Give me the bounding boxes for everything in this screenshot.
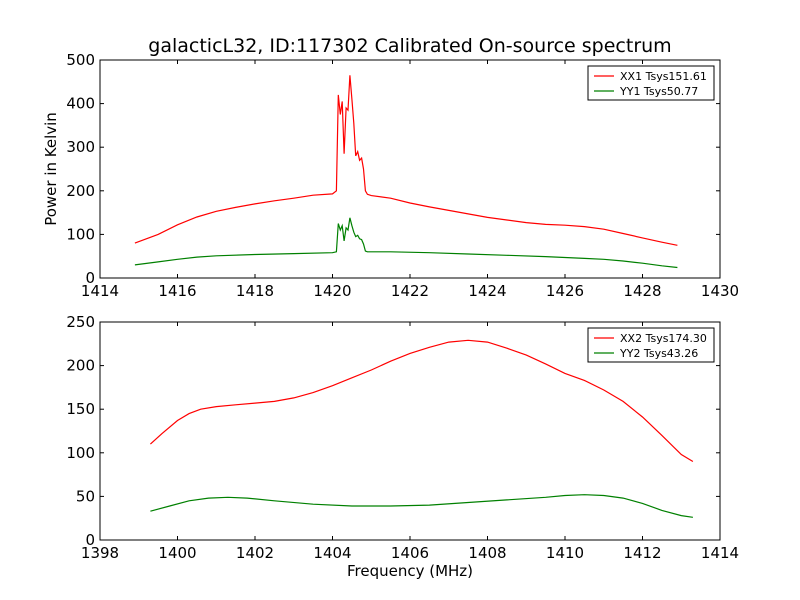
x-tick-label: 1404: [313, 544, 351, 562]
y-tick-label: 50: [76, 487, 95, 505]
series-line-1: [134, 75, 678, 246]
x-axis-label: Frequency (MHz): [347, 562, 473, 580]
x-tick-label: 1402: [236, 544, 274, 562]
y-tick-label: 100: [66, 444, 95, 462]
legend-entry: XX2 Tsys174.30: [620, 332, 707, 345]
x-tick-label: 1424: [468, 282, 506, 300]
y-tick-label: 100: [66, 225, 95, 243]
y-tick-label: 500: [66, 51, 95, 69]
y-tick-label: 0: [85, 531, 95, 549]
x-tick-label: 1422: [391, 282, 429, 300]
series-line-2: [134, 217, 678, 269]
x-tick-label: 1400: [158, 544, 196, 562]
x-tick-label: 1408: [468, 544, 506, 562]
series-line-1: [149, 339, 694, 463]
legend-entry: XX1 Tsys151.61: [620, 70, 707, 83]
x-tick-label: 1426: [546, 282, 584, 300]
x-tick-label: 1406: [391, 544, 429, 562]
chart-panel-1: 1414 1416 1418 1420 1422 1424 1426 1428 1430 0 100…: [42, 35, 739, 300]
x-tick-label: 1420: [313, 282, 351, 300]
legend: XX1 Tsys151.61 YY1 Tsys50.77: [587, 65, 715, 101]
y-tick-label: 150: [66, 400, 95, 418]
legend: XX2 Tsys174.30 YY2 Tsys43.26: [587, 327, 715, 363]
y-tick-label: 200: [66, 357, 95, 375]
y-tick-label: 300: [66, 138, 95, 156]
x-tick-label: 1414: [701, 544, 739, 562]
y-tick-label: 0: [85, 269, 95, 287]
x-tick-label: 1428: [623, 282, 661, 300]
x-tick-label: 1414: [81, 282, 119, 300]
x-tick-label: 1418: [236, 282, 274, 300]
legend-box: [587, 65, 715, 101]
legend-entry: YY2 Tsys43.26: [619, 347, 698, 360]
y-tick-label: 250: [66, 313, 95, 331]
y-tick-label: 200: [66, 182, 95, 200]
x-tick-label: 1412: [623, 544, 661, 562]
chart-panel-2: 1398 1400 1402 1404 1406 1408 1410 1412 1414 0 50 1…: [66, 313, 739, 580]
x-tick-label: 1410: [546, 544, 584, 562]
x-tick-label: 1416: [158, 282, 196, 300]
y-tick-label: 400: [66, 95, 95, 113]
series-line-2: [150, 494, 693, 518]
y-axis-label: Power in Kelvin: [42, 112, 60, 226]
chart-title: galacticL32, ID:117302 Calibrated On-sou…: [148, 35, 671, 57]
legend-entry: YY1 Tsys50.77: [619, 85, 698, 98]
x-tick-label: 1430: [701, 282, 739, 300]
x-tick-label: 1398: [81, 544, 119, 562]
legend-box: [587, 327, 715, 363]
